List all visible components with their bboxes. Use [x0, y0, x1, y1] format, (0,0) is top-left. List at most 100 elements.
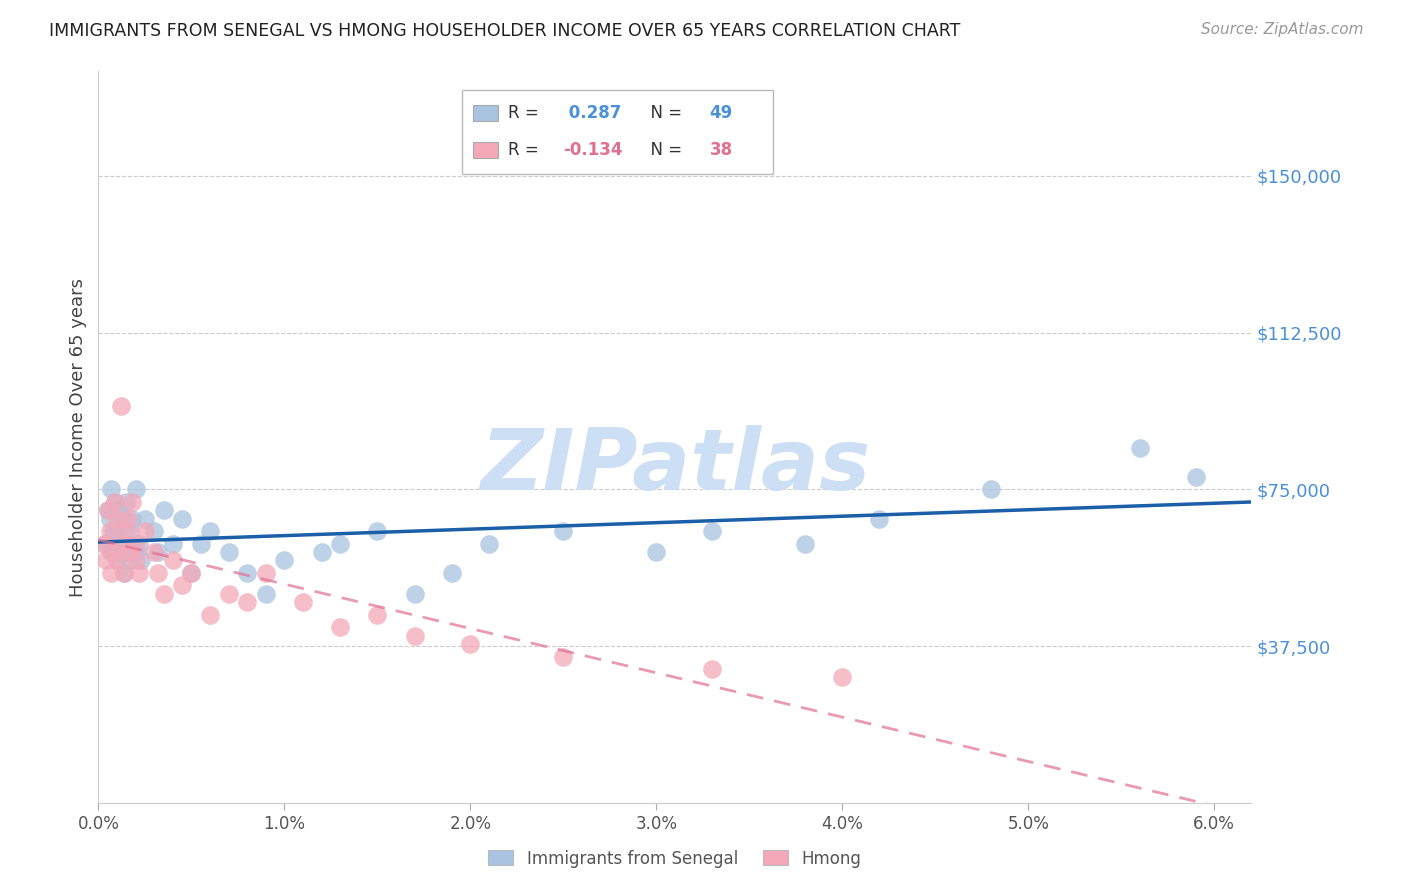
FancyBboxPatch shape [472, 105, 499, 121]
Point [100, 483, 122, 497]
Y-axis label: Householder Income Over 65 years: Householder Income Over 65 years [69, 277, 87, 597]
Point [115, 536, 138, 550]
Point [198, 607, 221, 622]
Point [128, 566, 150, 580]
Point [440, 566, 463, 580]
Point [115, 495, 138, 509]
Point [124, 545, 146, 559]
Point [162, 553, 184, 567]
Point [111, 511, 134, 525]
Point [152, 587, 174, 601]
Point [114, 566, 136, 580]
Legend: Immigrants from Senegal, Hmong: Immigrants from Senegal, Hmong [488, 849, 862, 868]
Point [794, 536, 817, 550]
Point [104, 495, 127, 509]
Point [105, 553, 128, 567]
Point [104, 495, 127, 509]
Point [311, 545, 333, 559]
Point [118, 545, 141, 559]
Point [404, 587, 426, 601]
Point [103, 545, 125, 559]
Point [366, 524, 388, 538]
Point [700, 662, 723, 676]
FancyBboxPatch shape [472, 142, 499, 158]
Point [129, 553, 152, 567]
Point [103, 524, 125, 538]
Text: R =: R = [508, 104, 544, 122]
Point [291, 595, 314, 609]
Text: R =: R = [508, 141, 544, 159]
Point [831, 670, 853, 684]
Point [236, 566, 259, 580]
Point [111, 536, 134, 550]
Point [1129, 441, 1152, 455]
Point [124, 553, 146, 567]
Point [98, 524, 121, 538]
Text: 0.287: 0.287 [562, 104, 621, 122]
Point [93, 536, 115, 550]
Text: 49: 49 [710, 104, 733, 122]
Point [110, 545, 132, 559]
Point [110, 399, 132, 413]
Point [146, 566, 169, 580]
Point [404, 629, 426, 643]
Point [143, 524, 166, 538]
Point [100, 545, 122, 559]
Point [254, 587, 277, 601]
Point [117, 511, 139, 525]
Point [105, 553, 128, 567]
Point [124, 483, 146, 497]
Point [273, 553, 295, 567]
Point [94, 553, 117, 567]
Point [366, 607, 388, 622]
Point [1184, 470, 1206, 484]
Point [190, 536, 212, 550]
Point [100, 566, 122, 580]
Point [117, 553, 139, 567]
Point [329, 536, 352, 550]
Point [114, 566, 136, 580]
Text: Source: ZipAtlas.com: Source: ZipAtlas.com [1201, 22, 1364, 37]
Point [478, 536, 501, 550]
Point [97, 503, 120, 517]
Point [121, 495, 143, 509]
Text: N =: N = [640, 141, 688, 159]
Point [180, 566, 202, 580]
Point [143, 545, 166, 559]
Point [98, 511, 121, 525]
Point [172, 578, 194, 592]
Point [97, 503, 120, 517]
Point [134, 511, 156, 525]
Point [553, 649, 575, 664]
Point [254, 566, 277, 580]
Point [115, 524, 138, 538]
Text: 38: 38 [710, 141, 733, 159]
Point [94, 536, 117, 550]
Point [180, 566, 202, 580]
Point [329, 620, 352, 634]
Point [980, 483, 1002, 497]
Point [162, 536, 184, 550]
Point [700, 524, 723, 538]
FancyBboxPatch shape [461, 90, 773, 174]
Point [460, 637, 482, 651]
Point [218, 545, 240, 559]
Point [152, 503, 174, 517]
Point [868, 511, 890, 525]
Point [128, 536, 150, 550]
Point [105, 503, 128, 517]
Point [645, 545, 668, 559]
Point [146, 545, 169, 559]
Point [105, 511, 128, 525]
Point [198, 524, 221, 538]
Text: -0.134: -0.134 [562, 141, 623, 159]
Text: N =: N = [640, 104, 688, 122]
Point [172, 511, 194, 525]
Point [124, 536, 146, 550]
Point [218, 587, 240, 601]
Point [134, 524, 156, 538]
Point [553, 524, 575, 538]
Point [118, 524, 141, 538]
Point [236, 595, 259, 609]
Point [105, 524, 128, 538]
